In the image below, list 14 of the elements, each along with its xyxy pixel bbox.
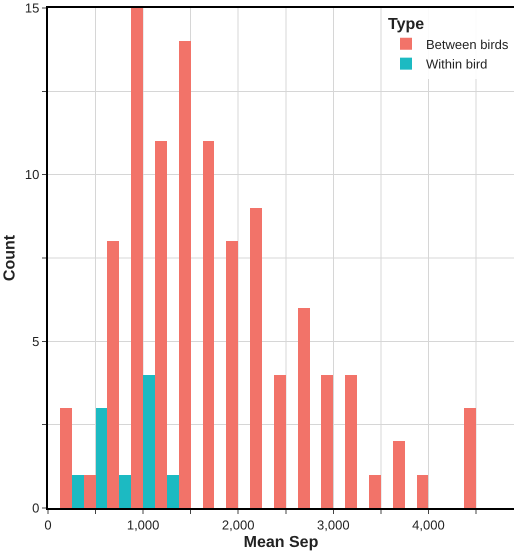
legend-label: Between birds [426, 36, 509, 52]
x-tick-label: 0 [44, 518, 52, 533]
y-tick-label: 15 [24, 0, 40, 16]
legend-title: Type [388, 16, 424, 33]
x-tick-label: 2,000 [222, 518, 254, 533]
y-tick-label: 10 [24, 167, 40, 182]
x-tick-label: 1,000 [126, 518, 160, 533]
legend-label: Within bird [426, 56, 488, 72]
x-tick-label: 3,000 [317, 518, 350, 533]
y-tick-label: 5 [32, 334, 40, 349]
x-axis-title: Mean Sep [244, 534, 319, 551]
x-tick-label: 4,000 [412, 518, 445, 533]
y-axis-title: Count [1, 234, 18, 282]
y-tick-label: 0 [32, 500, 40, 516]
